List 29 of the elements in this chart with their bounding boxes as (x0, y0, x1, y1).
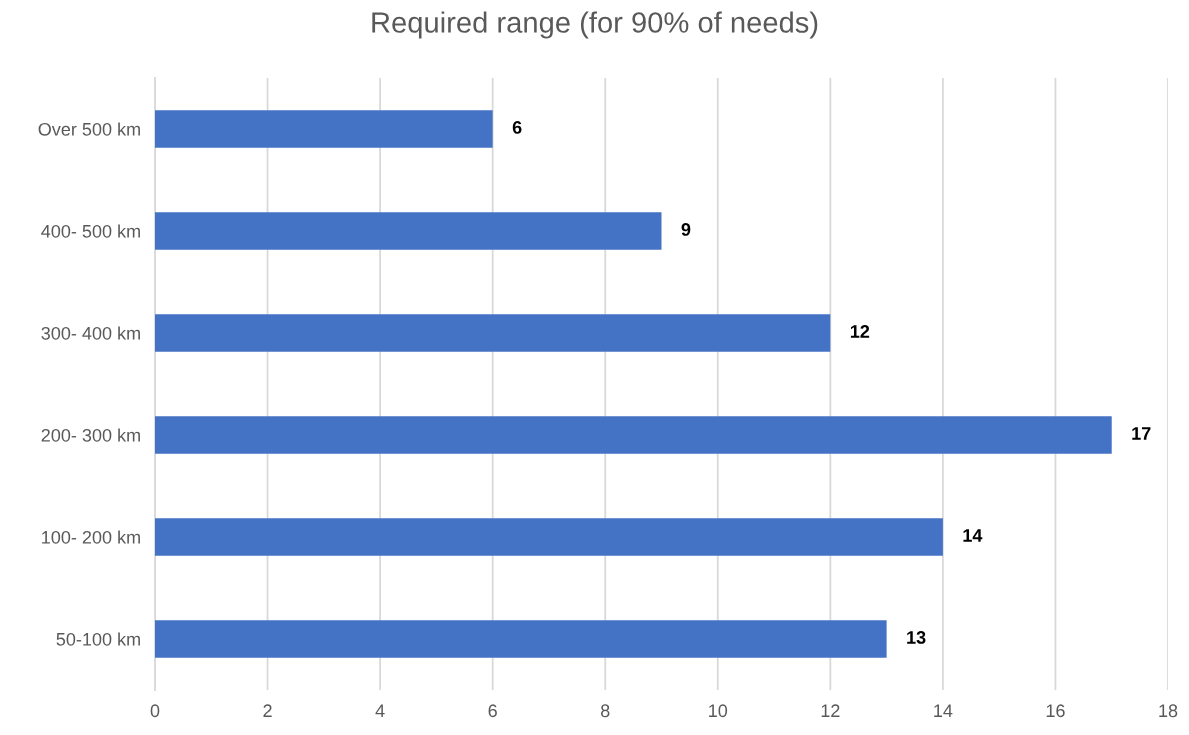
data-label: 17 (1132, 427, 1151, 440)
x-tick-label: 14 (934, 704, 953, 717)
y-tick-label: 200- 300 km (41, 428, 140, 442)
y-tick-label: 50-100 km (56, 632, 140, 646)
bar (155, 110, 493, 148)
bar (155, 314, 831, 352)
bar (155, 518, 943, 556)
bar (155, 212, 662, 250)
y-tick-label: 100- 200 km (42, 530, 140, 544)
data-label: 14 (963, 529, 983, 542)
chart-title: Required range (for 90% of needs) (372, 11, 818, 39)
data-label: 6 (512, 121, 522, 134)
x-tick-label: 16 (1046, 704, 1065, 718)
data-label: 9 (681, 223, 691, 236)
y-tick-label: 400- 500 km (41, 224, 140, 238)
x-tick-label: 2 (263, 704, 272, 717)
x-tick-label: 10 (709, 704, 728, 718)
data-label: 12 (850, 325, 870, 338)
x-tick-label: 6 (488, 704, 497, 718)
x-tick-label: 18 (1159, 704, 1178, 718)
y-tick-label: Over 500 km (38, 122, 140, 136)
x-tick-label: 12 (821, 704, 840, 717)
x-tick-label: 4 (375, 704, 385, 717)
bar (155, 620, 887, 658)
data-label: 13 (907, 631, 926, 644)
x-tick-label: 0 (150, 704, 160, 718)
x-tick-label: 8 (600, 704, 610, 718)
bar (155, 416, 1112, 454)
y-tick-label: 300- 400 km (41, 326, 140, 340)
